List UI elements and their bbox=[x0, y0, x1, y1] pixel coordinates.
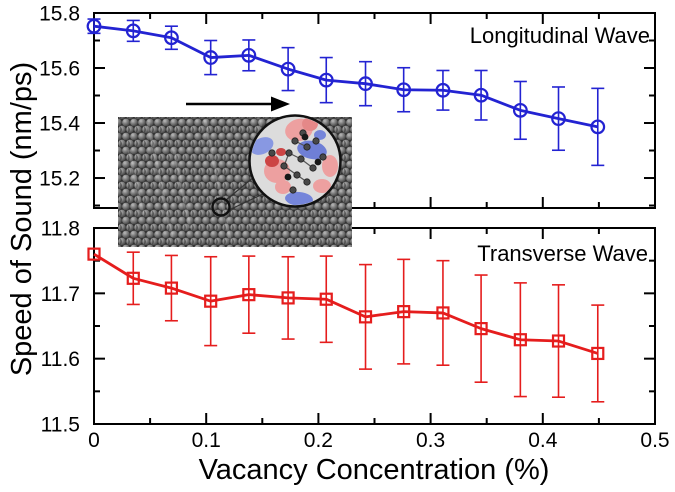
data-point bbox=[435, 82, 451, 98]
x-tick-label: 0.3 bbox=[416, 429, 445, 452]
data-point bbox=[358, 76, 373, 92]
x-tick-labels: 0 0.1 0.2 0.3 0.4 0.5 bbox=[88, 429, 669, 452]
data-point bbox=[87, 247, 101, 261]
x-tick-label: 0.1 bbox=[192, 429, 221, 452]
data-point bbox=[319, 292, 333, 306]
data-point bbox=[242, 288, 256, 302]
data-point bbox=[204, 294, 218, 308]
y-tick-label: 15.2 bbox=[39, 168, 80, 191]
y-tick-label: 15.8 bbox=[39, 3, 80, 26]
data-point bbox=[474, 322, 488, 336]
lens-connector-line bbox=[228, 193, 264, 211]
data-point bbox=[551, 334, 566, 348]
longitudinal-series bbox=[86, 18, 606, 167]
data-point bbox=[86, 18, 102, 34]
data-point bbox=[164, 30, 179, 46]
data-point bbox=[396, 82, 412, 98]
error-bars bbox=[126, 251, 605, 403]
data-point bbox=[436, 306, 450, 320]
data-point bbox=[591, 346, 605, 361]
data-point bbox=[280, 61, 296, 77]
panel-axes-1: 11.8 11.7 11.6 11.5 bbox=[41, 218, 656, 437]
data-point bbox=[281, 291, 295, 305]
x-tick-label: 0.5 bbox=[640, 429, 669, 452]
data-point bbox=[241, 47, 257, 63]
lens-connector-line bbox=[225, 176, 255, 201]
data-point bbox=[125, 23, 141, 39]
data-point bbox=[358, 310, 373, 324]
x-tick-label: 0 bbox=[88, 429, 100, 452]
data-point bbox=[126, 271, 140, 285]
data-point bbox=[590, 119, 606, 135]
series-line bbox=[93, 252, 599, 355]
vacancy-marker bbox=[211, 197, 231, 217]
data-point bbox=[164, 281, 179, 295]
panel-label-longitudinal: Longitudinal Wave bbox=[470, 23, 650, 48]
data-point bbox=[203, 50, 219, 65]
direction-arrow-icon bbox=[186, 96, 290, 112]
y-axis-title: Speed of Sound (nm/ps) bbox=[6, 62, 38, 376]
y-tick-label: 11.8 bbox=[41, 218, 80, 241]
inset-simulation-snapshot bbox=[118, 96, 352, 247]
x-tick-label: 0.4 bbox=[528, 429, 558, 452]
data-series bbox=[86, 18, 606, 403]
y-tick-label: 11.6 bbox=[41, 348, 80, 371]
y-tick-label: 11.7 bbox=[41, 283, 80, 306]
data-point bbox=[397, 305, 411, 319]
data-point bbox=[512, 102, 528, 118]
data-point bbox=[513, 333, 527, 347]
y-tick-label: 11.5 bbox=[41, 414, 80, 437]
panel-axes-0: 15.8 15.6 15.4 15.2 bbox=[39, 3, 656, 209]
y-tick-label: 15.6 bbox=[39, 58, 80, 81]
charge-density-view bbox=[251, 117, 338, 205]
data-point bbox=[473, 87, 489, 103]
x-axis-title: Vacancy Concentration (%) bbox=[199, 454, 550, 486]
series-markers bbox=[87, 247, 605, 361]
y-tick-label: 15.4 bbox=[39, 113, 80, 136]
data-point bbox=[318, 72, 334, 88]
data-point bbox=[551, 111, 566, 127]
transverse-series bbox=[87, 247, 605, 403]
panel-label-transverse: Transverse Wave bbox=[477, 241, 648, 266]
x-tick-label: 0.2 bbox=[304, 429, 333, 452]
series-markers bbox=[86, 18, 606, 135]
axes: 15.815.615.415.211.811.711.611.50 0.1 0.2 0… bbox=[39, 3, 669, 453]
